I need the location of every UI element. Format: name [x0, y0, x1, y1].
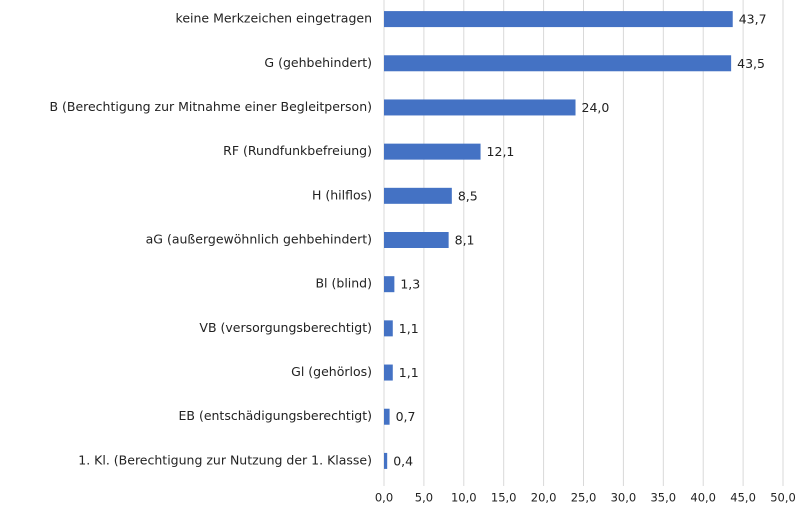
- value-label: 12,1: [487, 144, 515, 159]
- value-label: 24,0: [582, 100, 610, 115]
- category-label: aG (außergewöhnlich gehbehindert): [146, 232, 372, 247]
- category-label: G (gehbehindert): [264, 55, 372, 70]
- x-tick-label: 45,0: [730, 491, 756, 505]
- x-tick-label: 40,0: [690, 491, 716, 505]
- bar: [384, 55, 732, 72]
- x-tick-label: 20,0: [531, 491, 557, 505]
- bar: [384, 143, 481, 160]
- bar: [384, 320, 393, 337]
- bar: [384, 408, 390, 425]
- x-tick-label: 10,0: [451, 491, 477, 505]
- category-label: EB (entschädigungsberechtigt): [179, 408, 373, 423]
- value-label: 43,5: [737, 56, 765, 71]
- x-tick-label: 0,0: [375, 491, 393, 505]
- value-label: 43,7: [739, 12, 767, 27]
- x-tick-label: 35,0: [650, 491, 676, 505]
- category-label: RF (Rundfunkbefreiung): [223, 143, 372, 158]
- x-tick-label: 25,0: [571, 491, 597, 505]
- value-label: 8,5: [458, 188, 478, 203]
- x-tick-label: 50,0: [770, 491, 796, 505]
- x-tick-label: 15,0: [491, 491, 517, 505]
- x-tick-label: 30,0: [611, 491, 637, 505]
- category-label: Bl (blind): [315, 276, 372, 291]
- bar: [384, 364, 393, 381]
- bar: [384, 11, 733, 28]
- value-label: 0,7: [396, 409, 416, 424]
- value-label: 1,3: [400, 277, 420, 292]
- bar: [384, 276, 395, 293]
- category-label: Gl (gehörlos): [291, 364, 372, 379]
- bar: [384, 187, 452, 204]
- bar: [384, 452, 388, 469]
- x-tick-label: 5,0: [415, 491, 433, 505]
- bar: [384, 99, 576, 116]
- bar: [384, 232, 449, 248]
- category-label: keine Merkzeichen eingetragen: [176, 11, 372, 26]
- value-label: 8,1: [455, 233, 475, 248]
- value-label: 1,1: [399, 321, 419, 336]
- category-label: 1. Kl. (Berechtigung zur Nutzung der 1. …: [78, 452, 372, 467]
- category-label: B (Berechtigung zur Mitnahme einer Begle…: [49, 99, 372, 114]
- value-label: 1,1: [399, 365, 419, 380]
- category-label: VB (versorgungsberechtigt): [199, 320, 372, 335]
- value-label: 0,4: [393, 453, 413, 468]
- category-label: H (hilflos): [312, 187, 372, 202]
